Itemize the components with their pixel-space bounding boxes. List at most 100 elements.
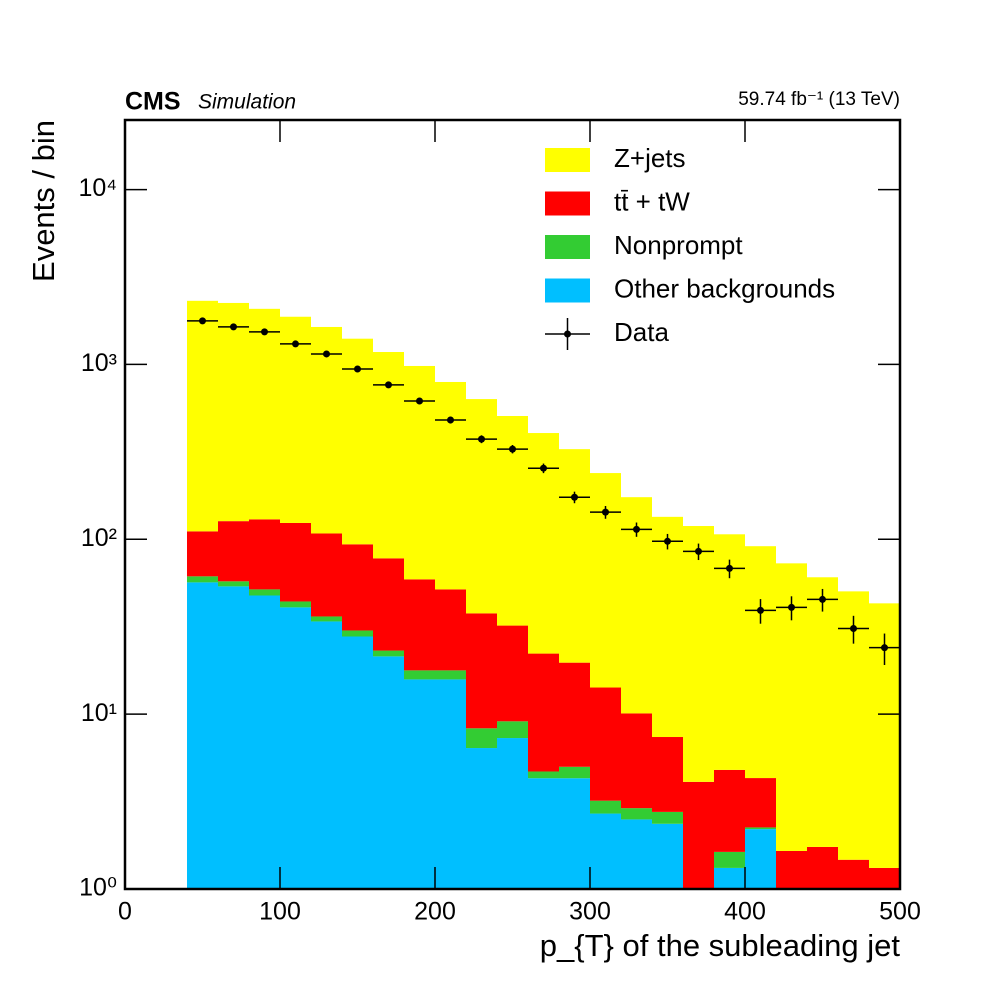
y-tick-label: 10⁰ — [79, 874, 117, 902]
bar-segment — [187, 300, 218, 532]
bar-segment — [218, 586, 249, 889]
data-point — [447, 416, 454, 424]
bar-segment — [497, 625, 528, 722]
bar-segment — [466, 728, 497, 749]
legend-swatch — [545, 191, 590, 216]
bar-segment — [218, 302, 249, 522]
plot-frame — [123, 118, 902, 891]
bar-segment — [745, 778, 776, 828]
data-point — [261, 328, 268, 336]
bar-segment — [776, 850, 807, 889]
bar-segment — [528, 771, 559, 779]
bar-segment — [745, 827, 776, 830]
data-point — [664, 537, 671, 545]
legend-label: Z+jets — [614, 143, 686, 173]
bar-segment — [683, 526, 714, 782]
data-point — [633, 525, 640, 533]
bar-segment — [187, 576, 218, 583]
bar-segment — [497, 721, 528, 739]
bar-segment — [280, 522, 311, 602]
bar-segment — [714, 769, 745, 852]
bar-segment — [218, 581, 249, 587]
bar-segment — [249, 308, 280, 520]
legend-label: Nonprompt — [614, 230, 743, 260]
bar-segment — [187, 531, 218, 577]
bar-segment — [466, 399, 497, 614]
bar-segment — [249, 519, 280, 590]
x-tick-label: 400 — [724, 898, 766, 926]
data-point — [757, 606, 764, 614]
data-point — [695, 547, 702, 555]
bar-segment — [559, 662, 590, 767]
bar-segment — [404, 670, 435, 680]
bar-segment — [559, 778, 590, 889]
bar-segment — [342, 338, 373, 545]
x-tick-label: 300 — [569, 898, 611, 926]
x-tick-label: 100 — [259, 898, 301, 926]
x-axis-title: p_{T} of the subleading jet — [540, 928, 901, 963]
bar-segment — [466, 748, 497, 889]
data-point — [850, 624, 857, 632]
bar-segment — [559, 766, 590, 779]
bar-segment — [559, 449, 590, 663]
bar-segment — [435, 381, 466, 590]
bar-segment — [621, 713, 652, 809]
data-point — [726, 564, 733, 572]
bar-segment — [311, 326, 342, 534]
data-point — [819, 595, 826, 603]
bar-segment — [621, 819, 652, 889]
legend-label: Data — [614, 317, 669, 347]
bar-segment — [652, 516, 683, 738]
legend-swatch — [545, 235, 590, 259]
legend-data-marker — [564, 330, 571, 338]
lumi-label: 59.74 fb⁻¹ (13 TeV) — [738, 89, 900, 110]
subtitle: Simulation — [198, 91, 296, 114]
bar-segment — [466, 613, 497, 729]
data-point — [571, 493, 578, 501]
bar-segment — [807, 846, 838, 889]
bar-segment — [590, 687, 621, 801]
bar-segment — [683, 781, 714, 889]
bar-segment — [807, 577, 838, 847]
bar-segment — [838, 859, 869, 889]
bar-segment — [714, 867, 745, 889]
bar-segment — [404, 579, 435, 671]
data-point — [881, 644, 888, 652]
bar-segment — [497, 738, 528, 889]
bar-segment — [435, 670, 466, 680]
bar-segment — [249, 589, 280, 596]
bar-segment — [869, 867, 900, 889]
data-point — [540, 464, 547, 472]
bar-segment — [280, 601, 311, 608]
data-point — [478, 435, 485, 443]
bar-segment — [745, 546, 776, 779]
bar-segment — [714, 851, 745, 868]
legend-swatch — [545, 278, 590, 303]
experiment-label: CMS — [125, 88, 181, 116]
data-point — [788, 603, 795, 611]
y-tick-label: 10⁴ — [78, 174, 117, 202]
bar-segment — [311, 616, 342, 622]
data-point — [323, 350, 330, 358]
data-point — [416, 397, 423, 405]
bar-segment — [218, 521, 249, 582]
y-tick-label: 10² — [81, 524, 117, 552]
data-point — [199, 317, 206, 325]
bar-segment — [652, 823, 683, 889]
bar-segment — [373, 656, 404, 889]
bar-segment — [311, 533, 342, 617]
bar-segment — [528, 653, 559, 772]
x-tick-label: 200 — [414, 898, 456, 926]
bar-segment — [373, 650, 404, 657]
bar-segment — [187, 582, 218, 889]
data-point — [354, 365, 361, 373]
bar-segment — [342, 636, 373, 889]
bar-segment — [342, 544, 373, 631]
bar-segment — [590, 813, 621, 889]
bar-segment — [342, 630, 373, 637]
bar-segment — [652, 737, 683, 812]
y-tick-label: 10³ — [81, 349, 117, 377]
legend-swatch — [545, 148, 590, 172]
bar-segment — [435, 589, 466, 671]
